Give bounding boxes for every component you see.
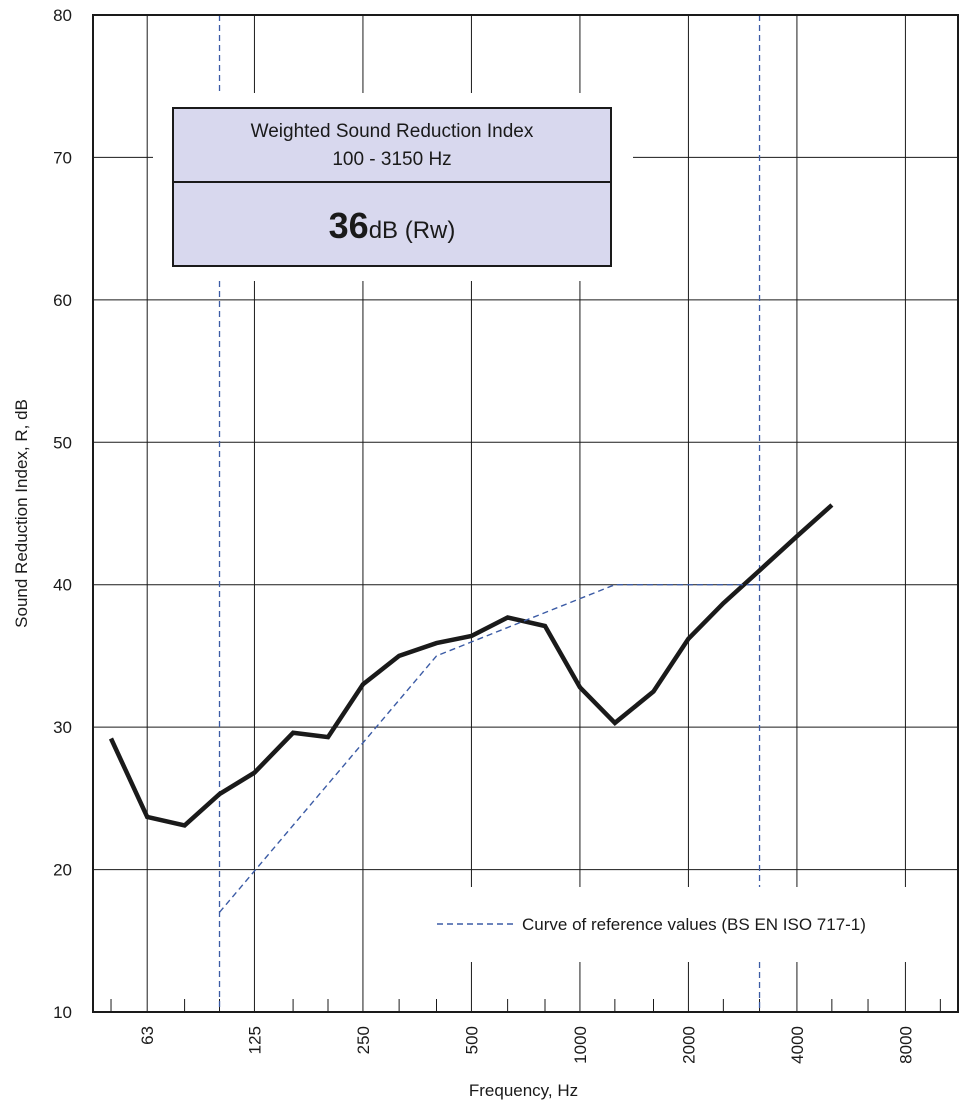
rw-box-title: Weighted Sound Reduction Index <box>251 121 534 142</box>
y-tick-label: 50 <box>53 433 72 452</box>
x-axis-label: Frequency, Hz <box>469 1081 578 1100</box>
y-tick-label: 10 <box>53 1003 72 1022</box>
x-tick-label: 2000 <box>679 1026 698 1064</box>
x-tick-label: 63 <box>138 1026 157 1045</box>
y-tick-label: 70 <box>53 148 72 167</box>
x-tick-label: 250 <box>354 1026 373 1054</box>
y-tick-label: 20 <box>53 861 72 880</box>
legend-background <box>428 905 954 941</box>
y-tick-label: 60 <box>53 291 72 310</box>
y-tick-label: 80 <box>53 6 72 25</box>
y-tick-label: 40 <box>53 576 72 595</box>
x-tick-labels: 63 125 250 500 1000 2000 4000 8000 <box>138 1026 915 1064</box>
x-tick-label: 8000 <box>896 1026 915 1064</box>
legend: Curve of reference values (BS EN ISO 717… <box>428 905 954 941</box>
y-axis-label: Sound Reduction Index, R, dB <box>12 399 31 628</box>
measured-sound-reduction-line <box>108 503 834 828</box>
rw-info-box: Weighted Sound Reduction Index 100 - 315… <box>172 107 612 267</box>
range-markers <box>218 15 761 1012</box>
rw-value: 36 <box>329 205 369 246</box>
rw-box-frequency-range: 100 - 3150 Hz <box>332 149 451 170</box>
rw-box-value-panel <box>172 181 612 267</box>
plot-frame <box>92 14 959 1013</box>
grid-lines <box>93 15 958 1012</box>
y-tick-label: 30 <box>53 718 72 737</box>
legend-label-reference: Curve of reference values (BS EN ISO 717… <box>522 915 866 934</box>
x-tick-label: 1000 <box>571 1026 590 1064</box>
rw-box-value-line: 36dB (Rw) <box>329 205 456 246</box>
rw-box-header <box>172 107 612 183</box>
y-tick-labels: 10 20 30 40 50 60 70 80 <box>53 6 72 1022</box>
reference-curve-line <box>218 584 760 913</box>
x-tick-label: 125 <box>245 1026 264 1054</box>
x-tick-label: 4000 <box>788 1026 807 1064</box>
x-tick-label: 500 <box>462 1026 481 1054</box>
rw-unit: dB (Rw) <box>369 217 456 244</box>
series-lines <box>108 503 834 913</box>
